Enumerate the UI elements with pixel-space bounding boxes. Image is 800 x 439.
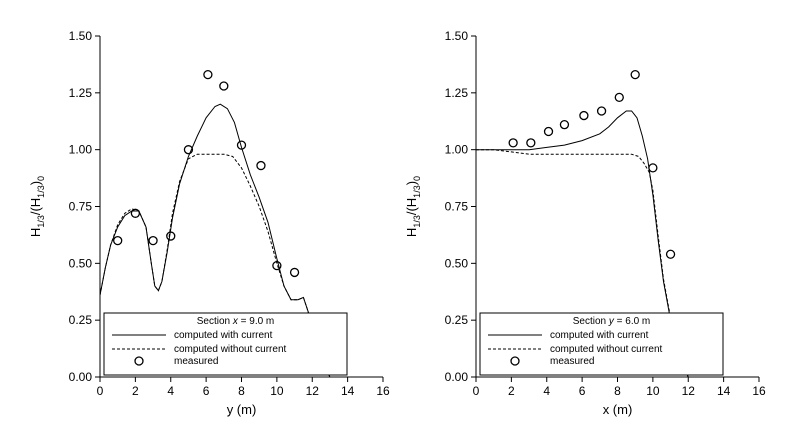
measured-point xyxy=(543,126,554,137)
legend-title-var: x xyxy=(232,316,239,327)
legend-marker-sample xyxy=(134,356,144,366)
measured-point xyxy=(508,138,518,148)
x-tick-label: 2 xyxy=(508,384,515,398)
measured-point xyxy=(559,120,570,130)
y-label-text: /(H xyxy=(28,198,43,215)
legend-entry-label: computed without current xyxy=(550,344,663,355)
legend-title: Section y = 6.0 m xyxy=(573,316,651,327)
left-chart-panel: 0.00 0.25 0.50 0.75 1.00 1.25 1.50 0 2 4 6 8 10 12 14 1… xyxy=(28,29,390,417)
y-tick-label: 0.75 xyxy=(445,200,469,214)
legend-entry-label: measured xyxy=(550,356,594,367)
legend-title-var: y xyxy=(608,316,615,327)
x-tick-label: 4 xyxy=(167,384,174,398)
y-label-text: ) xyxy=(404,181,419,185)
x-tick-label: 10 xyxy=(646,384,660,398)
y-tick-label: 0.50 xyxy=(69,256,93,270)
measured-point xyxy=(289,267,300,278)
x-tick-label: 16 xyxy=(376,384,390,398)
measured-point xyxy=(272,260,282,271)
x-tick-label: 0 xyxy=(473,384,480,398)
y-label-subscript: 0 xyxy=(412,176,422,181)
measured-point xyxy=(166,231,176,241)
y-tick-label: 0.00 xyxy=(445,370,469,384)
legend-title-prefix: Section xyxy=(573,316,609,327)
y-tick-label: 1.50 xyxy=(445,29,469,43)
measured-point xyxy=(219,81,229,91)
y-label-subscript: 1/3 xyxy=(412,185,422,198)
y-label-subscript: 1/3 xyxy=(412,215,422,228)
legend-title-suffix: = 9.0 m xyxy=(238,316,274,327)
x-axis-label: y (m) xyxy=(227,402,257,417)
legend-title: Section x = 9.0 m xyxy=(197,316,275,327)
legend-entry-label: measured xyxy=(174,356,218,367)
x-tick-label: 6 xyxy=(203,384,210,398)
y-tick-label: 0.25 xyxy=(445,313,469,327)
y-label-text: ) xyxy=(28,181,43,185)
measured-point xyxy=(665,249,676,259)
y-label-text: /(H xyxy=(404,198,419,215)
y-tick-label: 1.00 xyxy=(69,143,93,157)
x-tick-label: 14 xyxy=(717,384,731,398)
x-tick-label: 10 xyxy=(270,384,284,398)
y-axis-label: H1/3/(H1/3)0 xyxy=(404,176,422,237)
legend-title-prefix: Section xyxy=(197,316,233,327)
legend-box xyxy=(103,312,348,376)
measured-point xyxy=(113,235,123,246)
measured-point xyxy=(236,140,247,150)
y-tick-label: 1.25 xyxy=(69,86,93,100)
y-label-subscript: 1/3 xyxy=(36,185,46,198)
measured-point xyxy=(148,235,158,246)
y-axis-label: H1/3/(H1/3)0 xyxy=(28,176,46,237)
y-tick-label: 0.75 xyxy=(69,200,93,214)
measured-point xyxy=(256,160,266,171)
y-label-text: H xyxy=(404,228,419,237)
measured-point xyxy=(203,69,213,80)
y-tick-label: 1.00 xyxy=(445,143,469,157)
measured-point xyxy=(596,106,607,116)
legend-entry-label: computed with current xyxy=(174,330,273,341)
measured-point xyxy=(630,69,640,80)
x-tick-label: 12 xyxy=(682,384,696,398)
x-axis-label: x (m) xyxy=(603,402,633,417)
x-tick-label: 8 xyxy=(614,384,621,398)
legend-marker-sample xyxy=(510,356,520,366)
legend-entry-label: computed with current xyxy=(550,330,649,341)
y-label-subscript: 0 xyxy=(36,176,46,181)
y-tick-label: 0.25 xyxy=(69,313,93,327)
x-tick-label: 14 xyxy=(341,384,355,398)
right-chart-panel: 0.00 0.25 0.50 0.75 1.00 1.25 1.50 0 2 4 6 8 10 12 14 1… xyxy=(404,29,766,417)
y-label-text: H xyxy=(28,228,43,237)
computed-without-current-line xyxy=(99,153,331,378)
y-label-subscript: 1/3 xyxy=(36,215,46,228)
y-tick-label: 1.50 xyxy=(69,29,93,43)
x-tick-label: 0 xyxy=(97,384,104,398)
legend-title-suffix: = 6.0 m xyxy=(614,316,650,327)
x-tick-label: 6 xyxy=(579,384,586,398)
measured-point xyxy=(614,92,624,103)
x-tick-label: 2 xyxy=(132,384,139,398)
x-tick-label: 16 xyxy=(752,384,766,398)
x-tick-label: 4 xyxy=(543,384,550,398)
x-tick-label: 8 xyxy=(238,384,245,398)
measured-point xyxy=(648,163,658,173)
measured-point xyxy=(579,110,589,121)
measured-point xyxy=(183,145,194,155)
measured-point xyxy=(526,138,536,148)
measured-point xyxy=(130,208,141,218)
x-tick-label: 12 xyxy=(306,384,320,398)
legend-entry-label: computed without current xyxy=(174,344,287,355)
legend-box xyxy=(479,312,724,376)
y-tick-label: 0.50 xyxy=(445,256,469,270)
y-tick-label: 1.25 xyxy=(445,86,469,100)
y-tick-label: 0.00 xyxy=(69,370,93,384)
computed-without-current-line xyxy=(476,149,689,378)
